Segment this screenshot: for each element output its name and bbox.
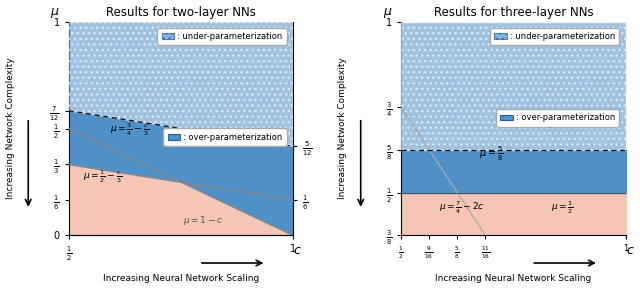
Text: $\mu = \frac{1}{2} - \frac{c}{3}$: $\mu = \frac{1}{2} - \frac{c}{3}$ <box>83 168 122 185</box>
Text: $\mu = \frac{7}{4} - 2c$: $\mu = \frac{7}{4} - 2c$ <box>439 200 484 216</box>
Text: Increasing Network Complexity: Increasing Network Complexity <box>338 58 348 200</box>
Text: $c$: $c$ <box>293 244 302 257</box>
Title: Results for three-layer NNs: Results for three-layer NNs <box>434 6 593 19</box>
Text: Increasing Neural Network Scaling: Increasing Neural Network Scaling <box>435 274 591 283</box>
Text: $\mu = \frac{5}{8}$: $\mu = \frac{5}{8}$ <box>479 145 503 164</box>
Text: $\mu = \frac{1}{2}$: $\mu = \frac{1}{2}$ <box>552 200 574 216</box>
Text: $\mu = \frac{3}{4} - \frac{c}{3}$: $\mu = \frac{3}{4} - \frac{c}{3}$ <box>110 121 149 138</box>
Text: $\mu$: $\mu$ <box>383 6 392 20</box>
Text: Increasing Network Complexity: Increasing Network Complexity <box>6 58 15 200</box>
Legend: : over-parameterization: : over-parameterization <box>496 109 620 126</box>
Text: Increasing Neural Network Scaling: Increasing Neural Network Scaling <box>103 274 259 283</box>
Text: $\mu$: $\mu$ <box>50 6 60 20</box>
Title: Results for two-layer NNs: Results for two-layer NNs <box>106 6 256 19</box>
Legend: : over-parameterization: : over-parameterization <box>163 128 287 146</box>
Text: $\mu = 1 - c$: $\mu = 1 - c$ <box>183 214 224 227</box>
Text: $c$: $c$ <box>626 244 634 257</box>
